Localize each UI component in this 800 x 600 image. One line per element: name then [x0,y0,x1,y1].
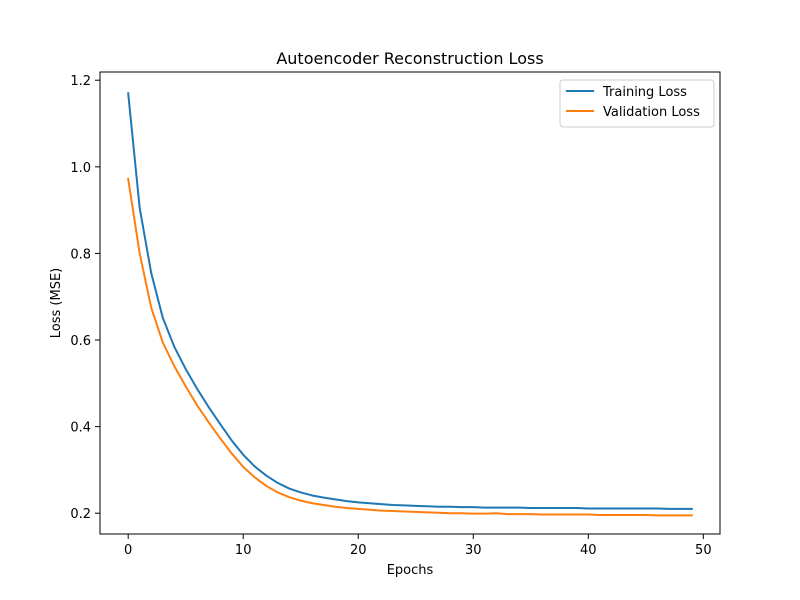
x-axis: 0 10 20 30 40 50 [124,534,712,558]
y-axis-label: Loss (MSE) [49,268,64,338]
series-line-training [127,92,693,510]
chart-title: Autoencoder Reconstruction Loss [276,49,543,68]
x-axis-label: Epochs [387,563,434,578]
y-tick-label: 0.6 [70,334,91,349]
axes-frame [99,71,721,535]
x-tick-label: 10 [235,543,252,558]
y-tick-label: 1.2 [70,74,91,89]
series-line-validation [127,177,693,517]
y-tick-label: 1.0 [70,161,91,176]
legend-box [559,79,715,128]
x-tick-label: 40 [580,543,597,558]
plot-area [127,92,693,517]
x-tick-label: 20 [350,543,367,558]
legend-label-training: Training Loss [602,85,687,100]
x-tick-label: 50 [695,543,712,558]
y-tick-label: 0.2 [70,507,91,522]
legend: Training Loss Validation Loss [559,79,715,128]
x-tick-label: 30 [465,543,482,558]
x-tick-label: 0 [124,543,132,558]
y-tick-label: 0.8 [70,247,91,262]
y-axis: 0.2 0.4 0.6 0.8 1.0 1.2 [70,74,100,522]
y-tick-label: 0.4 [70,421,91,436]
legend-label-validation: Validation Loss [603,105,700,120]
